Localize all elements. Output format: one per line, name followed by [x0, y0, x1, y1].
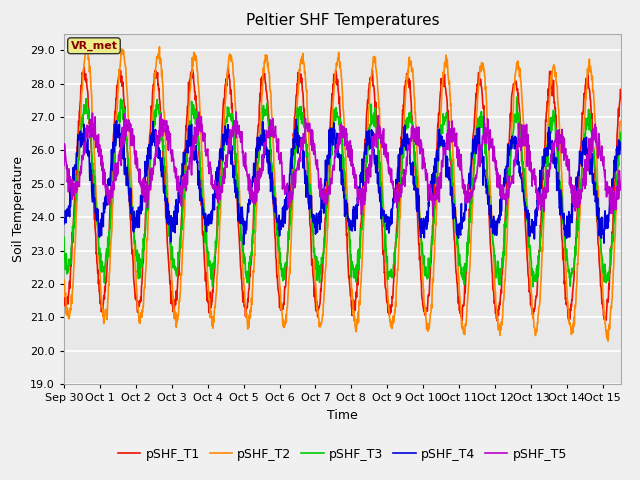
X-axis label: Time: Time	[327, 408, 358, 421]
pSHF_T5	[429, 213, 436, 219]
pSHF_T2	[604, 338, 612, 344]
pSHF_T5	[482, 125, 490, 131]
pSHF_T2	[83, 44, 91, 49]
pSHF_T4	[271, 195, 279, 201]
pSHF_T5	[160, 129, 168, 134]
Text: VR_met: VR_met	[70, 41, 118, 51]
pSHF_T1	[481, 136, 489, 142]
pSHF_T4	[292, 117, 300, 122]
pSHF_T4	[60, 221, 68, 227]
pSHF_T1	[543, 98, 551, 104]
Legend: pSHF_T1, pSHF_T2, pSHF_T3, pSHF_T4, pSHF_T5: pSHF_T1, pSHF_T2, pSHF_T3, pSHF_T4, pSHF…	[113, 443, 572, 466]
pSHF_T2	[271, 190, 279, 196]
pSHF_T4	[616, 146, 624, 152]
pSHF_T3	[513, 94, 520, 100]
pSHF_T2	[481, 87, 489, 93]
pSHF_T2	[543, 140, 551, 145]
pSHF_T3	[616, 130, 624, 135]
pSHF_T2	[221, 104, 228, 109]
Line: pSHF_T4: pSHF_T4	[64, 120, 620, 245]
Line: pSHF_T2: pSHF_T2	[64, 47, 620, 341]
pSHF_T4	[482, 184, 490, 190]
pSHF_T5	[170, 169, 178, 175]
pSHF_T4	[160, 190, 168, 196]
pSHF_T3	[481, 130, 489, 136]
pSHF_T4	[221, 136, 228, 142]
pSHF_T1	[616, 87, 624, 93]
Title: Peltier SHF Temperatures: Peltier SHF Temperatures	[246, 13, 439, 28]
pSHF_T3	[160, 163, 168, 168]
pSHF_T1	[493, 318, 501, 324]
pSHF_T1	[171, 298, 179, 304]
pSHF_T1	[81, 64, 88, 70]
pSHF_T5	[60, 162, 68, 168]
pSHF_T1	[60, 296, 68, 301]
pSHF_T5	[271, 123, 279, 129]
pSHF_T4	[170, 215, 178, 221]
pSHF_T3	[271, 195, 279, 201]
pSHF_T3	[60, 234, 68, 240]
pSHF_T2	[60, 277, 68, 283]
Line: pSHF_T3: pSHF_T3	[64, 97, 620, 287]
Y-axis label: Soil Temperature: Soil Temperature	[12, 156, 24, 262]
pSHF_T1	[271, 237, 279, 242]
pSHF_T4	[240, 242, 248, 248]
pSHF_T2	[161, 109, 168, 115]
pSHF_T5	[543, 167, 551, 173]
pSHF_T4	[543, 144, 551, 150]
pSHF_T3	[221, 130, 228, 136]
pSHF_T5	[232, 109, 240, 115]
Line: pSHF_T5: pSHF_T5	[64, 112, 620, 216]
pSHF_T1	[161, 176, 168, 182]
pSHF_T3	[543, 142, 551, 148]
pSHF_T2	[616, 119, 624, 124]
pSHF_T3	[170, 265, 178, 271]
pSHF_T5	[221, 169, 228, 175]
pSHF_T5	[616, 187, 624, 193]
Line: pSHF_T1: pSHF_T1	[64, 67, 620, 321]
pSHF_T2	[171, 308, 179, 313]
pSHF_T1	[221, 85, 228, 91]
pSHF_T3	[529, 284, 537, 289]
